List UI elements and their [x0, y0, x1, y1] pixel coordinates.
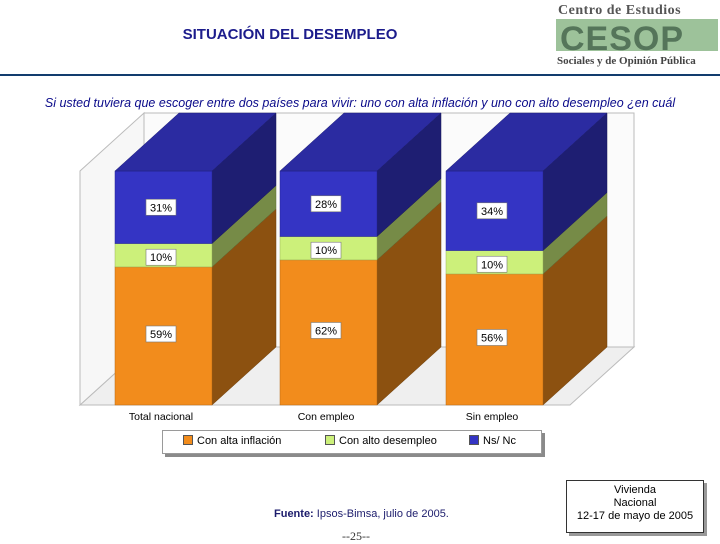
data-label-inflacion-1: 62% — [310, 322, 342, 339]
data-label-desempleo-0: 10% — [145, 248, 177, 266]
data-label-box-desempleo-2 — [476, 255, 508, 273]
legend-label-nsnc: Ns/ Nc — [483, 435, 516, 447]
legend-swatch-desempleo — [325, 435, 335, 445]
data-label-nsnc-2: 34% — [476, 202, 508, 220]
bar-top-1 — [279, 112, 442, 172]
survey-type-line2: Nacional — [613, 497, 657, 509]
legend-label-desempleo: Con alto desempleo — [339, 435, 437, 447]
data-label-nsnc-1: 28% — [310, 195, 342, 213]
data-label-box-inflacion-0 — [145, 325, 177, 343]
legend-item-nsnc: Ns/ Nc — [469, 435, 516, 447]
source-label: Fuente: — [274, 508, 314, 520]
header-divider — [0, 74, 720, 76]
data-label-text-nsnc-0: 31% — [150, 202, 172, 214]
source-text: Ipsos-Bimsa, julio de 2005. — [316, 508, 449, 520]
data-label-text-nsnc-1: 28% — [315, 199, 337, 211]
category-label-1: Con empleo — [298, 411, 355, 423]
data-label-desempleo-2: 10% — [476, 255, 508, 273]
data-label-box-nsnc-1 — [310, 195, 342, 213]
logo-line1: Centro de Estudios — [558, 3, 681, 18]
data-label-text-desempleo-1: 10% — [315, 245, 337, 257]
data-label-box-inflacion-1 — [310, 322, 342, 339]
cesop-logo: Centro de Estudios CESOP Sociales y de O… — [556, 3, 718, 67]
data-label-text-desempleo-0: 10% — [150, 252, 172, 264]
page-number: --25-- — [342, 529, 370, 543]
data-label-text-nsnc-2: 34% — [481, 206, 503, 218]
data-label-box-nsnc-0 — [145, 198, 177, 216]
survey-date: 12-17 de mayo de 2005 — [576, 510, 694, 522]
survey-type-line1: Vivienda — [614, 484, 656, 496]
data-label-desempleo-1: 10% — [310, 241, 342, 259]
legend-item-desempleo: Con alto desempleo — [325, 435, 437, 447]
category-label-0: Total nacional — [129, 411, 193, 423]
legend-swatch-inflacion — [183, 435, 193, 445]
chart-legend: Con alta inflación Con alto desempleo Ns… — [162, 430, 542, 454]
data-label-inflacion-0: 59% — [145, 325, 177, 343]
data-label-nsnc-0: 31% — [145, 198, 177, 216]
data-label-text-inflacion-1: 62% — [315, 325, 337, 337]
data-label-text-inflacion-0: 59% — [150, 329, 172, 341]
data-label-box-desempleo-1 — [310, 241, 342, 259]
logo-mark: CESOP — [560, 20, 684, 58]
data-label-box-nsnc-2 — [476, 202, 508, 220]
logo-line2: Sociales y de Opinión Pública — [557, 55, 696, 67]
data-label-text-inflacion-2: 56% — [481, 332, 503, 344]
source-note: Fuente: Ipsos-Bimsa, julio de 2005. — [274, 508, 449, 520]
legend-label-inflacion: Con alta inflación — [197, 435, 282, 447]
page-title: SITUACIÓN DEL DESEMPLEO — [182, 26, 398, 43]
bar-top-0 — [114, 112, 277, 172]
legend-item-inflacion: Con alta inflación — [183, 435, 281, 447]
logo-mark-background — [556, 19, 718, 51]
data-label-inflacion-2: 56% — [476, 329, 508, 346]
survey-info-box: Vivienda Nacional 12-17 de mayo de 2005 — [566, 480, 704, 533]
data-label-box-desempleo-0 — [145, 248, 177, 266]
data-label-box-inflacion-2 — [476, 329, 508, 346]
data-label-text-desempleo-2: 10% — [481, 259, 503, 271]
legend-swatch-nsnc — [469, 435, 479, 445]
category-label-2: Sin empleo — [466, 411, 519, 423]
bar-top-2 — [445, 112, 608, 172]
